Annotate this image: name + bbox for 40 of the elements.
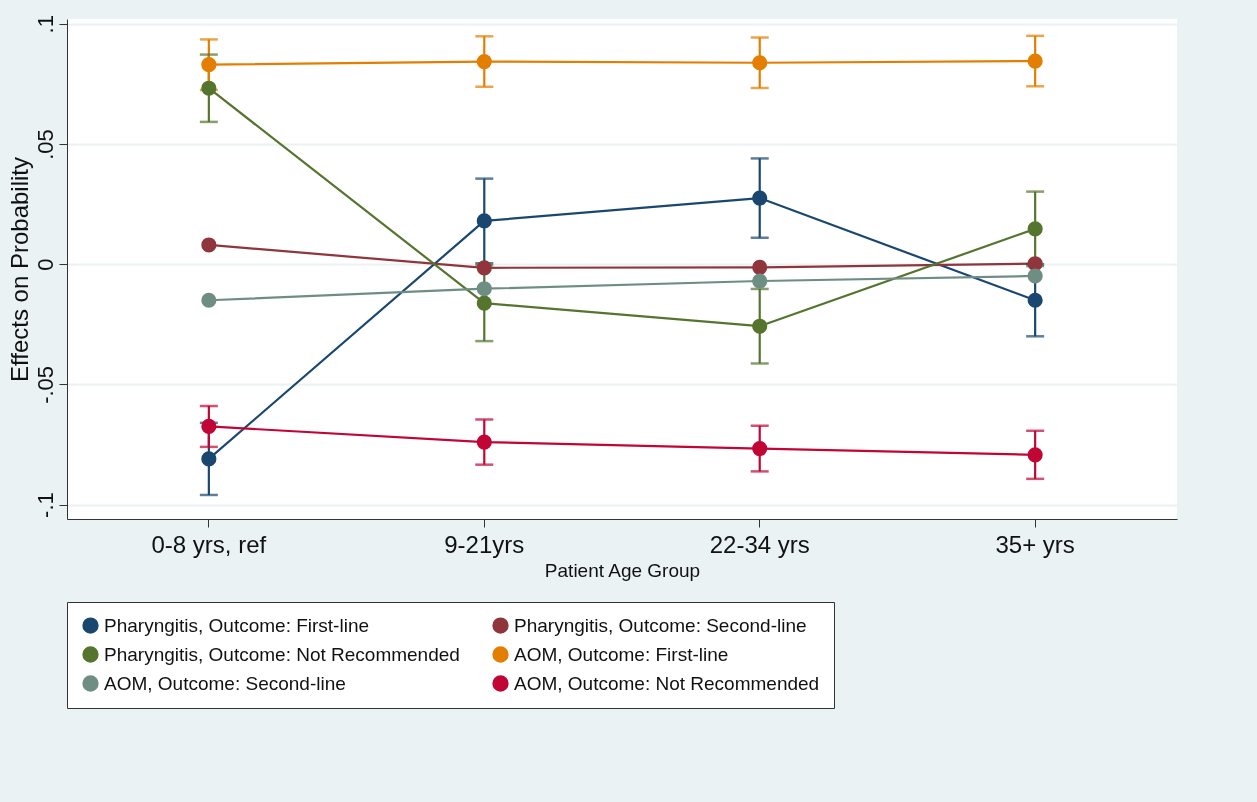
point <box>476 281 492 297</box>
y-tick-label: .1 <box>32 15 58 34</box>
point <box>201 451 217 467</box>
x-tick-label: 22-34 yrs <box>709 530 810 558</box>
point <box>1027 292 1043 308</box>
point <box>476 53 492 70</box>
x-tick-label: 35+ yrs <box>995 530 1075 558</box>
x-axis-title: Patient Age Group <box>544 559 701 581</box>
point <box>752 441 768 457</box>
point <box>752 190 768 206</box>
point <box>476 434 492 450</box>
legend-label: Pharyngitis, Outcome: Not Recommended <box>104 643 460 665</box>
point <box>1027 268 1043 284</box>
point <box>201 57 217 73</box>
point <box>201 80 217 96</box>
y-axis-title: Effects on Probability <box>5 156 33 383</box>
legend-label: AOM, Outcome: First-line <box>514 643 729 665</box>
point <box>752 259 768 275</box>
y-tick-label: -.05 <box>32 365 58 404</box>
point <box>752 318 768 334</box>
x-tick-label: 9-21yrs <box>444 530 525 558</box>
point <box>476 213 492 229</box>
y-tick-label: 0 <box>32 258 58 271</box>
legend-label: AOM, Outcome: Second-line <box>104 672 346 694</box>
point <box>1027 221 1043 237</box>
point <box>476 260 492 276</box>
point <box>201 237 217 253</box>
point <box>201 292 217 308</box>
legend-label: Pharyngitis, Outcome: Second-line <box>514 614 807 636</box>
y-tick-label: -.1 <box>32 492 58 518</box>
point <box>1027 53 1043 69</box>
point <box>752 55 768 71</box>
point <box>476 295 492 311</box>
point <box>201 418 217 435</box>
y-tick-label: .05 <box>32 129 58 160</box>
legend-label: Pharyngitis, Outcome: First-line <box>104 614 370 636</box>
point <box>1027 447 1043 463</box>
x-tick-label: 0-8 yrs, ref <box>151 530 267 558</box>
legend-label: AOM, Outcome: Not Recommended <box>514 672 820 694</box>
point <box>752 273 768 289</box>
